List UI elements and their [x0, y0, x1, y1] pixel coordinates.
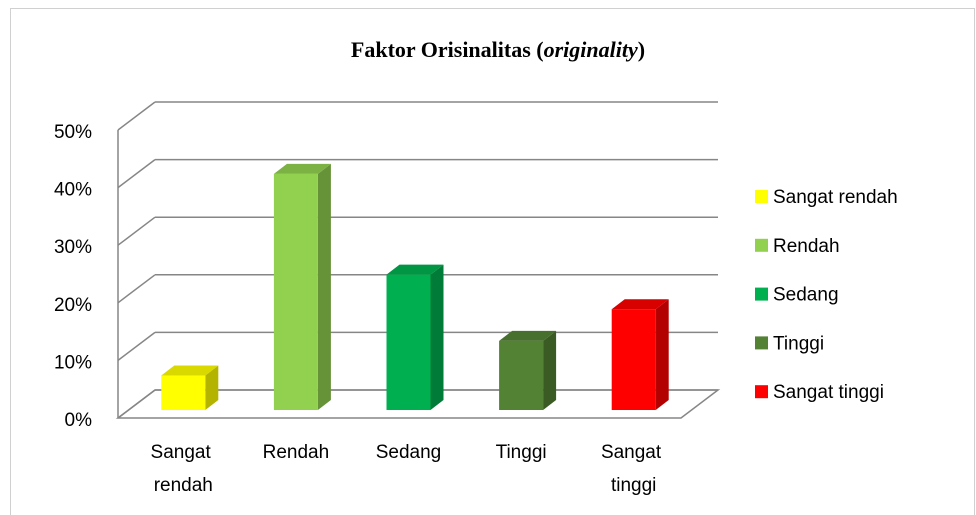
- x-tick-label: Tinggi: [496, 442, 547, 463]
- x-tick-label: Sangat tinggi: [601, 442, 667, 496]
- bar-side: [317, 163, 331, 410]
- grid-line-side: [117, 101, 156, 131]
- grid-line-side: [117, 274, 156, 304]
- legend-swatch: [755, 336, 768, 350]
- legend-swatch: [755, 385, 768, 399]
- grid-line-side: [117, 389, 156, 419]
- grid-line-side: [117, 216, 156, 246]
- y-tick-label: 50%: [54, 122, 92, 143]
- grid-line-side: [117, 331, 156, 361]
- bar-top: [386, 264, 444, 275]
- legend-swatch: [755, 190, 768, 203]
- y-tick-label: 20%: [54, 295, 92, 316]
- grid-line-side: [117, 159, 156, 189]
- bar-top: [273, 163, 331, 174]
- bar-side: [205, 365, 219, 410]
- bar-top: [161, 365, 219, 376]
- chart-frame: [10, 8, 975, 515]
- bar-side: [543, 330, 557, 410]
- y-tick-label: 30%: [54, 237, 92, 258]
- bar: [273, 173, 318, 410]
- bar: [611, 309, 656, 410]
- bar-side: [430, 264, 444, 410]
- legend-label: Rendah: [773, 236, 840, 257]
- x-tick-label: Sedang: [376, 442, 442, 463]
- y-tick-label: 40%: [54, 180, 92, 201]
- y-tick-label: 0%: [65, 410, 93, 431]
- bar-top: [499, 330, 557, 341]
- legend-label: Sangat tinggi: [773, 382, 884, 403]
- legend-swatch: [755, 287, 768, 301]
- bar-top: [611, 299, 669, 310]
- y-tick-label: 10%: [54, 352, 92, 373]
- legend-label: Sedang: [773, 285, 839, 306]
- bar: [499, 340, 544, 410]
- x-tick-label: Rendah: [263, 442, 330, 463]
- bar: [386, 274, 431, 410]
- x-tick-label: Sangat rendah: [151, 442, 217, 496]
- legend-label: Sangat rendah: [773, 187, 898, 208]
- chart-title: Faktor Orisinalitas (originality): [351, 37, 645, 62]
- bar-side: [655, 299, 669, 410]
- legend-label: Tinggi: [773, 333, 824, 354]
- bar: [161, 375, 206, 410]
- legend-swatch: [755, 238, 768, 252]
